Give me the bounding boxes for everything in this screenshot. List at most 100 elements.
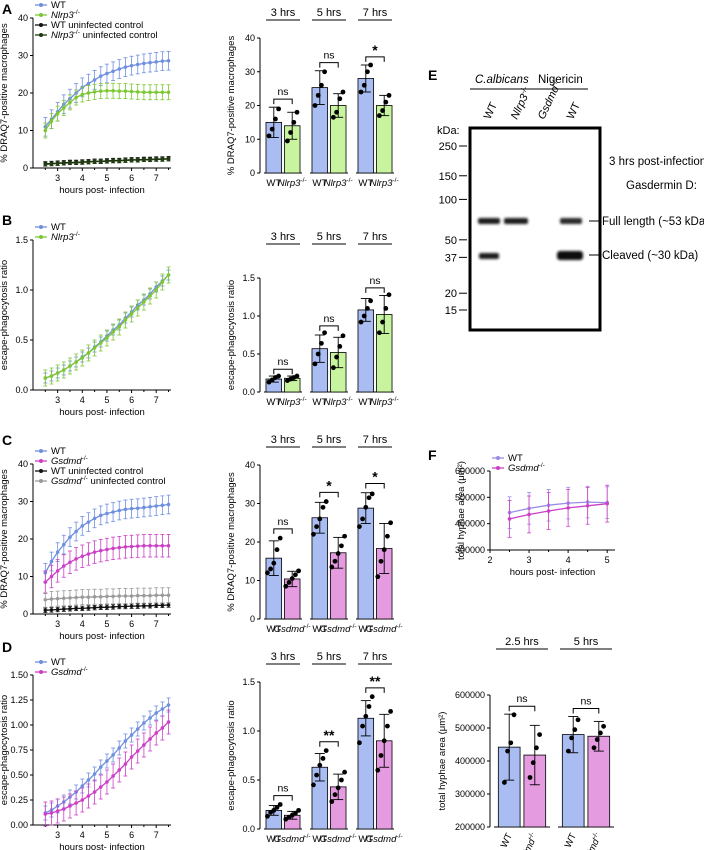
data-point: [105, 547, 109, 552]
data-point: [160, 90, 165, 95]
panel-letter-d: D: [2, 639, 12, 655]
bar-label: Nlrp3-/-: [278, 396, 307, 408]
replicate-point: [288, 130, 293, 135]
data-point: [142, 603, 146, 608]
data-point: [117, 746, 122, 750]
y-tick-label: 20: [18, 534, 28, 544]
band-nlrp3-full-length: [504, 218, 528, 224]
bar-label: Nlrp3-/-: [324, 396, 353, 408]
y-tick-label: 300000: [455, 789, 485, 799]
blot-marker-label: 250: [439, 141, 457, 153]
group-title: 2.5 hrs: [505, 636, 539, 648]
x-axis-label: hours post- infection: [59, 407, 145, 418]
data-point: [546, 509, 551, 513]
y-tick-label: 0: [250, 614, 255, 624]
data-point: [142, 61, 146, 66]
data-point: [166, 720, 171, 724]
y-axis-label: % DRAQ7-positive macrophages: [0, 469, 10, 609]
data-point: [129, 544, 134, 549]
data-point: [86, 778, 91, 782]
data-point: [74, 595, 78, 600]
data-point: [86, 595, 91, 599]
x-tick-label: 4: [80, 619, 85, 629]
y-tick-label: 40: [18, 13, 28, 23]
replicate-point: [271, 560, 277, 566]
replicate-point: [378, 558, 384, 564]
data-point: [605, 501, 609, 506]
data-point: [111, 594, 115, 599]
data-point: [111, 69, 115, 74]
data-point: [129, 158, 134, 162]
data-point: [123, 545, 128, 549]
y-tick-label: 10: [18, 126, 28, 136]
replicate-point: [358, 319, 364, 325]
legend-label: WT: [51, 446, 66, 457]
x-tick-label: 7: [154, 619, 159, 629]
data-point: [135, 306, 140, 310]
data-point: [49, 162, 54, 166]
data-point: [43, 597, 48, 602]
bar-label: WT: [266, 397, 281, 408]
significance-bracket: [319, 491, 339, 498]
y-axis-label: % DRAQ7-positive macrophages: [226, 36, 237, 176]
data-point: [92, 790, 97, 794]
replicate-point: [369, 491, 375, 497]
replicate-point: [537, 732, 542, 737]
panel-d-bar-chart: 0.0 0.5 1.0 1.5 escape-phagocytosis ratio 3 h…: [226, 651, 403, 845]
data-point: [105, 336, 109, 340]
replicate-point: [314, 524, 319, 529]
y-tick-label: 40: [18, 459, 28, 469]
replicate-point: [276, 106, 281, 112]
data-point: [86, 160, 91, 164]
replicate-point: [388, 520, 393, 526]
replicate-point: [291, 119, 297, 125]
legend-marker: [39, 449, 43, 453]
x-tick-label: 3: [527, 555, 532, 565]
data-point: [142, 593, 146, 598]
data-point: [117, 508, 122, 513]
significance-bracket: [319, 62, 339, 68]
blot-annotation-protein: Gasdermin D:: [626, 180, 697, 192]
replicate-point: [361, 313, 367, 319]
x-tick-label: 6: [129, 173, 134, 183]
data-point: [74, 529, 78, 534]
data-point: [62, 368, 66, 372]
replicate-point: [274, 805, 280, 810]
legend-label: WT uninfected control: [51, 466, 143, 477]
data-point: [111, 774, 115, 778]
data-point: [135, 62, 140, 67]
legend-label: WT: [51, 0, 66, 11]
data-point: [135, 90, 140, 94]
data-point: [105, 759, 109, 763]
data-point: [142, 743, 146, 747]
data-point: [49, 597, 54, 601]
group-title: 5 hrs: [317, 651, 342, 663]
replicate-point: [388, 709, 393, 714]
bar-label: Gsdmd-/-: [514, 831, 540, 850]
panel-a-bar-chart: 0 10 20 30 40 % DRAQ7-positive macrophages 3 h…: [226, 7, 399, 189]
replicate-point: [335, 551, 341, 556]
replicate-point: [323, 499, 329, 504]
data-point: [160, 59, 165, 63]
replicate-point: [502, 780, 507, 785]
legend-label: Nlrp3-/-: [51, 231, 80, 243]
data-point: [49, 811, 54, 815]
y-tick-label: 200000: [455, 822, 485, 832]
replicate-point: [337, 96, 343, 102]
data-point: [117, 768, 122, 772]
bar-label: WT: [266, 834, 281, 845]
legend-label: Nlrp3-/-: [51, 9, 80, 21]
replicate-point: [358, 89, 364, 95]
bar-label: Gsdmd-/-: [366, 833, 403, 845]
bar-label: Gsdmd-/-: [366, 623, 403, 635]
group-title: 7 hrs: [363, 651, 388, 663]
data-point: [166, 593, 171, 598]
data-point: [166, 273, 171, 277]
legend-marker: [39, 13, 43, 17]
y-tick-label: 0.00: [10, 820, 28, 830]
legend-marker: [39, 3, 43, 7]
replicate-point: [591, 745, 597, 751]
x-tick-label: 4: [80, 830, 85, 840]
series-line: [509, 503, 608, 520]
